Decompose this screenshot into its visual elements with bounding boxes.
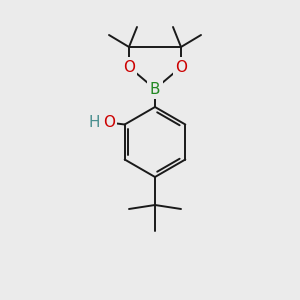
Text: O: O bbox=[175, 59, 187, 74]
Text: O: O bbox=[103, 115, 115, 130]
Text: H: H bbox=[89, 115, 100, 130]
Text: B: B bbox=[150, 82, 160, 97]
Text: O: O bbox=[123, 59, 135, 74]
